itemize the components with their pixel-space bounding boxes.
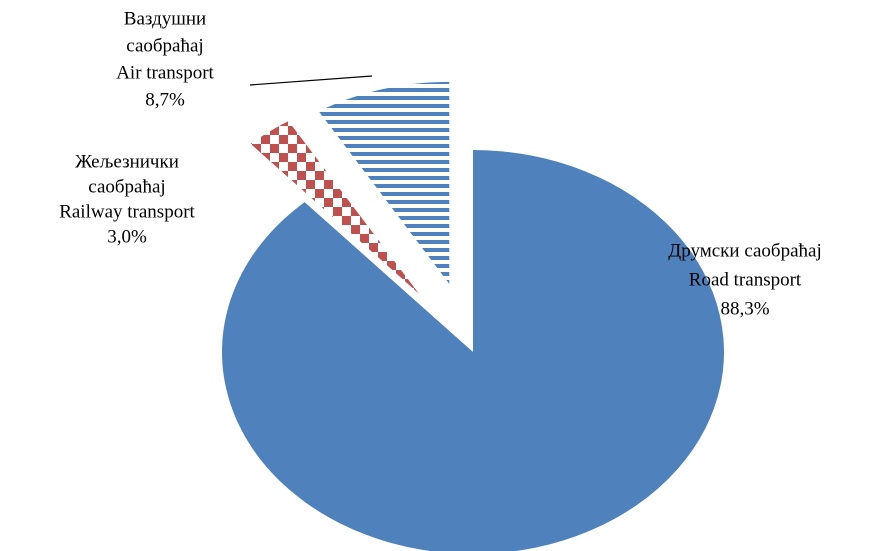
slice-label: Air transport [116, 62, 214, 83]
slice-label: Road transport [689, 269, 802, 290]
pie-slice [318, 81, 450, 284]
slice-label: саобраћај [126, 35, 203, 56]
slice-label: Жељезнички [75, 151, 179, 172]
slice-label: Ваздушни [124, 8, 206, 29]
value-label: 88,3% [720, 298, 769, 319]
value-label: 3,0% [107, 226, 147, 247]
slice-label: саобраћај [88, 176, 165, 197]
value-label: 8,7% [145, 89, 185, 110]
leader-line [249, 75, 373, 86]
slice-label: Railway transport [59, 201, 195, 222]
pie-slice [222, 150, 724, 551]
pie-slice [250, 121, 419, 294]
slice-label: Друмски саобраћај [668, 240, 821, 261]
